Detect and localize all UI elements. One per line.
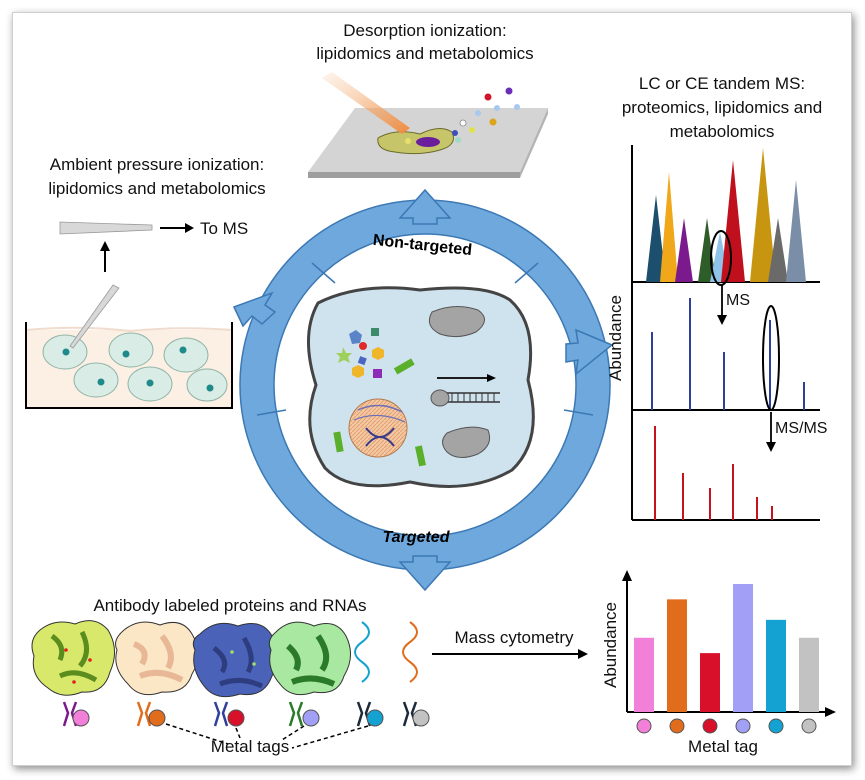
labeled-cells <box>31 620 351 698</box>
ms-label: MS <box>726 292 750 309</box>
ion-dots <box>452 87 520 143</box>
ring-arrow-left <box>232 291 277 328</box>
ambient-title-line2: lipidomics and metabolomics <box>48 179 265 198</box>
ring-arrow-down <box>398 555 452 592</box>
metal-tag-dot-1 <box>636 718 652 734</box>
bar-chart-y-arrowhead <box>622 570 632 581</box>
antibody-metal-tags <box>62 621 430 749</box>
ring-arrow-right <box>565 328 614 376</box>
metal-tag-bar-chart <box>622 570 836 734</box>
to-ms-arrowhead <box>185 223 194 233</box>
bar-4 <box>733 584 753 712</box>
metal-tag-dot-6 <box>801 718 817 734</box>
mass-cytometry-arrowhead <box>578 649 588 659</box>
sampling-probe <box>69 284 120 349</box>
lc-title-line2: proteomics, lipidomics and <box>622 98 822 117</box>
metal-tag-dot-5 <box>768 718 784 734</box>
central-cell <box>307 286 535 488</box>
desorption-slide <box>308 108 548 178</box>
bar-chart-ylabel: Abundance <box>601 602 620 688</box>
metal-tag-dot-2 <box>669 718 685 734</box>
bar-3 <box>700 653 720 712</box>
desorption-title-line2: lipidomics and metabolomics <box>316 44 533 63</box>
metal-tags-label: Metal tags <box>211 737 289 756</box>
ambient-cell-dish <box>25 322 233 409</box>
bar-2 <box>667 599 687 712</box>
bar-1 <box>634 637 654 712</box>
desorption-title-line1: Desorption ionization: <box>343 21 506 40</box>
antibody-title: Antibody labeled proteins and RNAs <box>93 596 366 615</box>
to-ms-label: To MS <box>200 219 248 238</box>
ambient-up-arrowhead <box>100 241 110 251</box>
ring-arrow-up <box>398 188 452 225</box>
ambient-title-line1: Ambient pressure ionization: <box>50 155 265 174</box>
msms-label: MS/MS <box>775 420 827 437</box>
ring-label-targeted: Targeted <box>383 529 451 546</box>
laser-beam <box>322 72 410 134</box>
bar-5 <box>766 619 786 712</box>
mass-cytometry-label: Mass cytometry <box>454 628 574 647</box>
lc-ylabel: Abundance <box>606 295 625 381</box>
bar-6 <box>799 637 819 712</box>
metal-tag-dot-4 <box>735 718 751 734</box>
metal-tag-dot-3 <box>702 718 718 734</box>
lc-chromatogram <box>631 145 820 521</box>
lc-title-line3: metabolomics <box>670 122 775 141</box>
bar-chart-xlabel: Metal tag <box>688 737 758 756</box>
ambient-emitter-tip <box>59 221 153 235</box>
lc-title-line1: LC or CE tandem MS: <box>639 74 805 93</box>
bar-chart-x-arrowhead <box>825 707 836 717</box>
